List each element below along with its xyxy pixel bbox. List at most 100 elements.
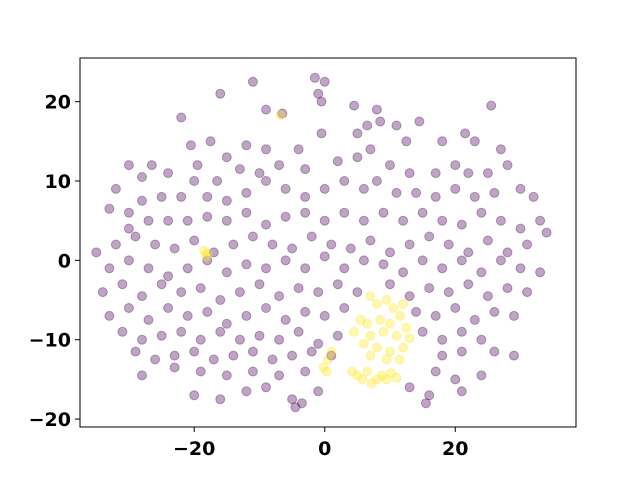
data-point-cluster-0 [482, 168, 493, 179]
data-point-cluster-0 [247, 76, 258, 87]
data-point-cluster-0 [404, 382, 415, 393]
data-point-cluster-0 [443, 239, 454, 250]
data-point-cluster-0 [411, 306, 422, 317]
data-point-cluster-0 [241, 310, 252, 321]
data-point-cluster-0 [208, 354, 219, 365]
data-point-cluster-0 [261, 176, 271, 186]
data-point-cluster-0 [385, 247, 395, 258]
data-point-cluster-0 [339, 207, 350, 218]
data-point-cluster-0 [437, 263, 448, 274]
data-point-cluster-0 [362, 120, 373, 131]
data-point-cluster-0 [509, 350, 519, 361]
data-point-cluster-1 [318, 362, 329, 373]
data-point-cluster-0 [267, 354, 278, 365]
data-point-cluster-0 [522, 239, 533, 250]
data-point-cluster-0 [254, 168, 265, 179]
data-point-cluster-0 [202, 191, 213, 202]
data-point-cluster-0 [437, 334, 448, 345]
data-point-cluster-0 [309, 72, 320, 83]
data-point-cluster-0 [274, 160, 285, 171]
data-point-cluster-0 [104, 263, 115, 274]
data-point-cluster-0 [424, 283, 435, 294]
data-point-cluster-0 [146, 160, 157, 171]
data-point-cluster-0 [195, 366, 206, 377]
data-point-cluster-0 [313, 386, 324, 397]
data-point-cluster-0 [391, 120, 402, 131]
data-point-cluster-0 [202, 255, 213, 266]
data-point-cluster-0 [91, 247, 102, 258]
data-point-cluster-0 [460, 128, 471, 139]
data-point-cluster-1 [394, 354, 405, 365]
data-point-cluster-0 [463, 168, 474, 179]
data-point-cluster-0 [319, 310, 330, 321]
data-point-cluster-0 [156, 330, 167, 341]
data-point-cluster-0 [221, 215, 232, 226]
data-point-cluster-0 [417, 207, 428, 218]
data-point-cluster-0 [189, 346, 200, 357]
data-point-cluster-0 [371, 104, 382, 115]
data-point-cluster-0 [401, 136, 412, 147]
data-point-cluster-0 [293, 144, 304, 155]
data-point-cluster-0 [414, 116, 425, 127]
data-point-cluster-0 [450, 303, 461, 313]
data-point-cluster-0 [385, 160, 395, 171]
data-point-cluster-0 [163, 215, 174, 226]
data-point-cluster-0 [300, 366, 311, 377]
data-point-cluster-0 [430, 168, 441, 179]
data-point-cluster-1 [378, 326, 389, 337]
data-point-cluster-0 [182, 310, 193, 321]
y-tick-label: 20 [45, 92, 71, 114]
data-point-cluster-0 [398, 215, 409, 226]
data-point-cluster-0 [469, 136, 480, 147]
data-point-cluster-0 [185, 140, 196, 151]
data-point-cluster-0 [241, 386, 252, 397]
data-point-cluster-0 [509, 310, 519, 321]
data-point-cluster-0 [515, 183, 526, 194]
data-point-cluster-1 [323, 354, 333, 365]
y-tick-label: 0 [58, 250, 71, 272]
data-point-cluster-0 [293, 326, 304, 337]
data-point-cluster-1 [347, 366, 358, 377]
data-point-cluster-0 [476, 370, 487, 381]
data-point-cluster-0 [424, 231, 435, 242]
data-point-cluster-0 [137, 334, 147, 345]
data-point-cluster-0 [123, 207, 134, 218]
x-axis: −20 0 20 [173, 427, 468, 460]
data-point-cluster-0 [437, 350, 448, 361]
data-point-cluster-0 [176, 191, 187, 202]
data-point-cluster-0 [456, 326, 467, 337]
plot-area-frame [79, 57, 577, 428]
data-point-cluster-0 [469, 191, 480, 202]
data-point-cluster-0 [104, 203, 115, 214]
data-point-cluster-1 [401, 322, 412, 333]
data-point-cluster-0 [352, 128, 363, 139]
data-point-cluster-1 [391, 330, 402, 341]
data-point-cluster-0 [280, 314, 291, 325]
data-point-cluster-0 [215, 394, 226, 405]
data-point-cluster-0 [437, 136, 448, 147]
data-point-cluster-1 [375, 314, 386, 325]
data-point-cluster-0 [476, 207, 487, 218]
data-point-cluster-0 [123, 255, 134, 266]
data-point-cluster-0 [130, 346, 141, 357]
data-point-cluster-0 [443, 287, 454, 298]
data-point-cluster-0 [378, 259, 389, 270]
data-point-cluster-0 [437, 215, 448, 226]
data-point-cluster-0 [293, 283, 304, 294]
data-point-cluster-0 [332, 156, 343, 167]
data-point-cluster-0 [143, 263, 154, 274]
data-point-cluster-0 [332, 330, 343, 341]
data-point-cluster-1 [362, 318, 373, 329]
data-point-cluster-1 [385, 318, 395, 329]
data-point-cluster-0 [535, 215, 546, 226]
data-point-cluster-0 [339, 263, 350, 274]
data-point-cluster-1 [366, 378, 377, 389]
data-point-cluster-0 [110, 239, 121, 250]
data-point-cluster-0 [430, 310, 441, 321]
data-point-cluster-0 [469, 314, 480, 325]
data-point-cluster-0 [261, 263, 271, 274]
data-point-cluster-1 [371, 299, 382, 309]
x-tick-label: 0 [318, 438, 331, 460]
data-point-cluster-0 [280, 183, 291, 194]
data-point-cluster-1 [391, 372, 402, 383]
